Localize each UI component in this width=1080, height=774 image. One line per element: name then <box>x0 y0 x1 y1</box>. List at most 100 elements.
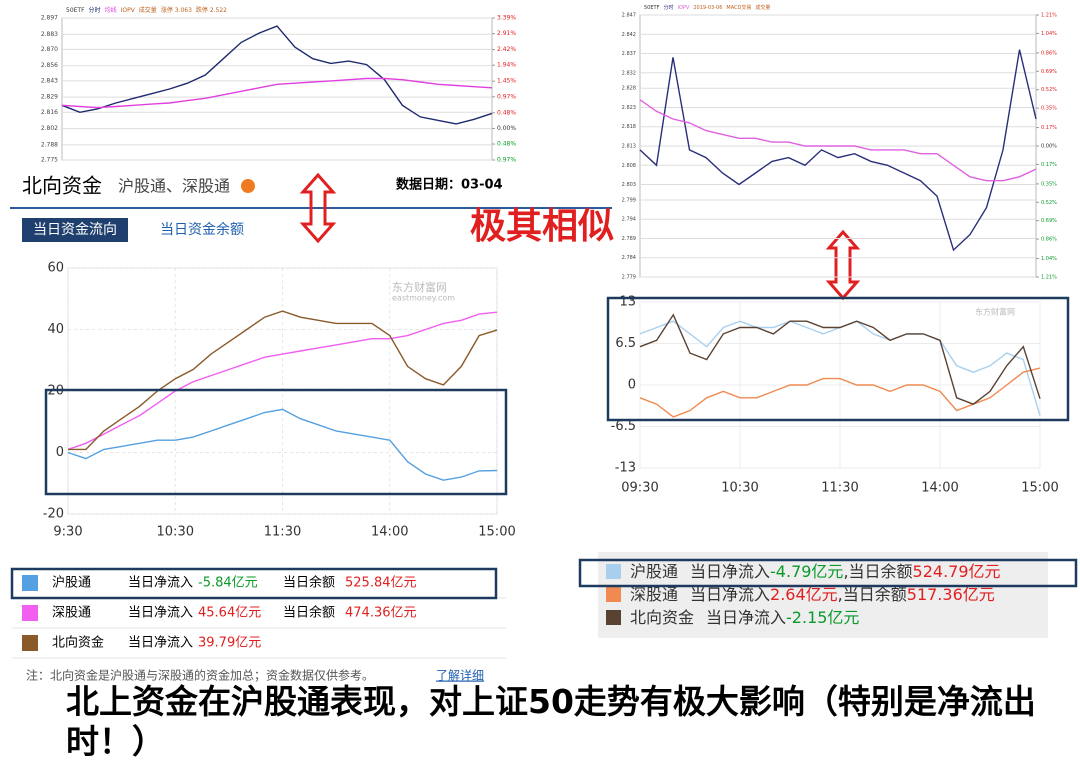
y-tick-label: 40 <box>47 322 64 337</box>
legend-name: 北向资金 <box>52 635 104 651</box>
y-tick-label: 2.816 <box>41 109 58 116</box>
legend-value: 2.64亿元 <box>770 585 838 604</box>
y2-tick-label: 0.86% <box>1041 50 1057 56</box>
y-tick-label: 2.788 <box>41 141 58 148</box>
help-icon[interactable] <box>241 179 255 193</box>
legend-swatch <box>22 605 38 621</box>
legend-name: 沪股通 <box>52 575 91 591</box>
y2-tick-label: 0.48% <box>497 141 516 148</box>
y-tick-label: 0 <box>56 445 64 460</box>
y-tick-label: 2.870 <box>41 46 58 53</box>
header-item: 均线 <box>105 6 117 14</box>
y-tick-label: 2.818 <box>622 124 636 130</box>
y2-tick-label: 0.48% <box>497 109 516 116</box>
y2-tick-label: 0.52% <box>1041 87 1057 93</box>
y2-tick-label: 3.39% <box>497 15 516 22</box>
watermark-sub: eastmoney.com <box>392 294 455 303</box>
legend-value: -4.79亿元 <box>770 562 843 581</box>
legend-value: 525.84亿元 <box>345 576 417 591</box>
series-line <box>67 311 498 451</box>
y2-tick-label: 0.97% <box>497 157 516 164</box>
y-tick-label: 2.823 <box>622 105 636 111</box>
tab-label[interactable]: 当日资金余额 <box>160 221 244 238</box>
tab-active[interactable] <box>22 218 128 242</box>
highlight-box <box>578 558 1078 588</box>
series-line <box>639 49 1037 252</box>
y-tick-label: 2.856 <box>41 62 58 69</box>
header-item: 50ETF <box>66 7 85 14</box>
note-link[interactable]: 了解详细 <box>436 668 484 683</box>
y2-tick-label: 0.17% <box>1041 125 1057 131</box>
series-line <box>61 25 493 125</box>
legend-name: 北向资金 <box>630 608 694 627</box>
series-line <box>639 99 1037 182</box>
legend-swatch <box>606 610 621 625</box>
legend-label: 当日净流入 <box>706 608 786 627</box>
panel-title: 北向资金 <box>22 174 102 198</box>
y2-tick-label: 0.35% <box>1041 106 1057 112</box>
series-line <box>639 313 1041 405</box>
legend-label: 当日余额 <box>283 575 335 591</box>
callout: 极其相似 <box>470 206 614 247</box>
y2-tick-label: 1.04% <box>1041 256 1057 262</box>
y-tick-label: 2.784 <box>622 255 636 261</box>
legend-value: -2.15亿元 <box>786 608 859 627</box>
legend-label: 当日净流入 <box>690 585 770 604</box>
y-tick-label: -20 <box>43 507 64 522</box>
y2-tick-label: 0.86% <box>1041 237 1057 243</box>
y-tick-label: 2.808 <box>622 163 636 169</box>
tab-label[interactable]: 当日资金流向 <box>33 222 117 238</box>
x-tick-label: 15:00 <box>1021 481 1058 496</box>
legend-name: 深股通 <box>630 585 678 604</box>
y2-tick-label: 0.35% <box>1041 181 1057 187</box>
y2-tick-label: 1.21% <box>1041 13 1057 19</box>
x-tick-label: 10:30 <box>721 481 758 496</box>
legend-swatch <box>606 587 621 602</box>
header-item: 2019-03-06 <box>693 5 722 11</box>
y-tick-label: 2.837 <box>622 51 636 57</box>
legend-swatch <box>606 564 621 579</box>
y-tick-label: 2.813 <box>622 144 636 150</box>
series-line <box>68 310 498 451</box>
legend-swatch <box>22 635 38 651</box>
legend-value: 45.64亿元 <box>198 606 261 621</box>
y-tick-label: 6.5 <box>615 336 636 351</box>
header-item: IOPV <box>677 5 689 11</box>
y-tick-label: 2.779 <box>622 275 636 281</box>
y-tick-label: 2.829 <box>41 94 58 101</box>
legend-name: 沪股通 <box>630 562 678 581</box>
header-item: 分时 <box>89 6 101 14</box>
legend-row: 沪股通 当日净流入-4.79亿元,当日余额524.79亿元 <box>630 562 1001 581</box>
y2-tick-label: 1.45% <box>497 78 516 85</box>
y-tick-label: -13 <box>615 461 636 476</box>
panel-subtitle: 沪股通、深股通 <box>118 177 230 196</box>
legend-label: ,当日余额 <box>838 585 907 604</box>
y2-tick-label: 2.42% <box>497 46 516 53</box>
y2-tick-label: 0.00% <box>1041 144 1057 150</box>
x-tick-label: 15:00 <box>478 525 515 540</box>
y2-tick-label: 0.69% <box>1041 218 1057 224</box>
y-tick-label: 2.832 <box>622 70 636 76</box>
legend-row: 北向资金 当日净流入-2.15亿元 <box>630 608 859 627</box>
legend-value: 474.36亿元 <box>345 606 417 621</box>
x-tick-label: 14:00 <box>921 481 958 496</box>
conclusion: 北上资金在沪股通表现，对上证50走势有极大影响（特别是净流出时！） <box>66 682 1036 761</box>
legend-swatch <box>22 575 38 591</box>
y2-tick-label: 0.52% <box>1041 200 1057 206</box>
y2-tick-label: 0.69% <box>1041 69 1057 75</box>
highlight-box <box>44 388 508 496</box>
legend-label: 当日净流入 <box>128 636 193 651</box>
header-item: 成交量 <box>755 4 770 11</box>
y2-tick-label: 0.00% <box>497 125 516 132</box>
x-tick-label: 14:00 <box>371 525 408 540</box>
header-item: 50ETF <box>644 5 660 11</box>
header-item: 分时 <box>663 4 673 11</box>
y-tick-label: 2.799 <box>622 197 636 203</box>
header-item: 成交量 <box>139 6 157 14</box>
x-tick-label: 10:30 <box>157 525 194 540</box>
y-tick-label: 2.802 <box>41 125 58 132</box>
y-tick-label: 2.775 <box>41 157 58 164</box>
y-tick-label: -6.5 <box>611 419 636 434</box>
series-line <box>67 408 498 481</box>
